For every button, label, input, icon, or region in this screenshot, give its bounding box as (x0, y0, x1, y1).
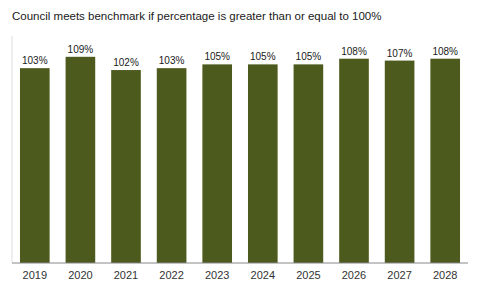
x-tick-label: 2022 (159, 269, 183, 281)
bar (385, 61, 415, 263)
x-axis (12, 263, 468, 264)
data-label: 105% (204, 51, 230, 62)
title: Council meets benchmark if percentage is… (12, 10, 382, 22)
bar (202, 64, 232, 263)
x-tick-label: 2019 (23, 269, 47, 281)
data-label: 107% (387, 48, 413, 59)
data-label: 105% (296, 51, 322, 62)
data-label: 108% (341, 46, 367, 57)
bar (157, 68, 187, 263)
data-label: 108% (432, 46, 458, 57)
x-tick-label: 2023 (205, 269, 229, 281)
bar (66, 57, 96, 263)
data-label: 103% (159, 55, 185, 66)
x-tick-label: 2024 (251, 269, 275, 281)
x-tick-label: 2021 (114, 269, 138, 281)
bar (248, 64, 278, 263)
bar (294, 64, 324, 263)
x-ticks: 2019 2020 2021 2022 2023 2024 2025 2026 2027 2028 (23, 269, 458, 281)
data-labels: 103% 109% 102% 103% 105% 105% 105% 108% 107% 108% (22, 44, 458, 68)
bars (20, 57, 460, 263)
x-tick-label: 2026 (342, 269, 366, 281)
y-axis-line (12, 36, 13, 263)
x-tick-label: 2027 (387, 269, 411, 281)
x-tick-label: 2020 (68, 269, 92, 281)
chart-container: Council meets benchmark if percentage is… (0, 0, 480, 289)
bar (339, 59, 369, 263)
data-label: 109% (68, 44, 94, 55)
bar (430, 59, 460, 263)
data-label: 102% (113, 57, 139, 68)
data-label: 103% (22, 55, 48, 66)
data-label: 105% (250, 51, 276, 62)
bar (20, 68, 50, 263)
x-tick-label: 2025 (296, 269, 320, 281)
chart: Council meets benchmark if percentage is… (0, 0, 480, 289)
bar (111, 70, 141, 263)
x-tick-label: 2028 (433, 269, 457, 281)
